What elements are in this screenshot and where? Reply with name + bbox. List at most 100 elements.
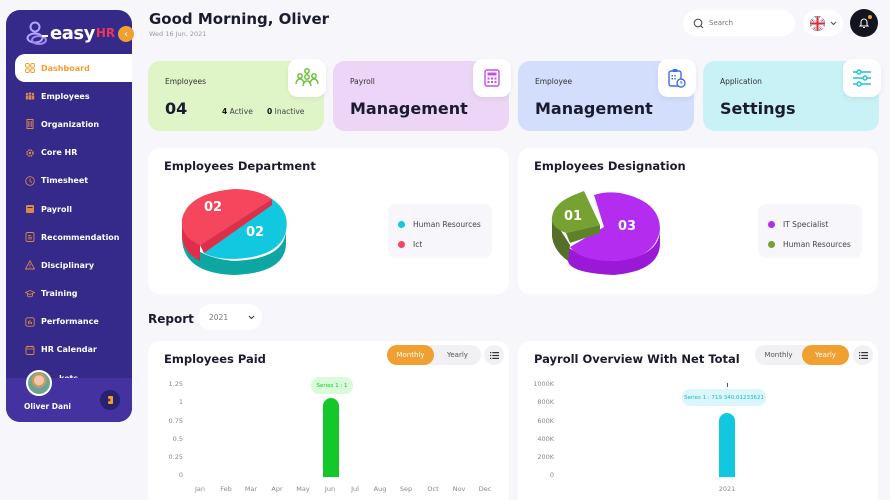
- period-toggle: Monthly Yearly: [387, 345, 481, 365]
- sidebar-item-dashboard[interactable]: Dashboard: [15, 54, 132, 83]
- sidebar-item-recommendation[interactable]: Recommendation: [6, 223, 132, 251]
- sidebar-item-label: Organization: [41, 119, 100, 129]
- pie-value-ict: 02: [204, 200, 223, 215]
- pie-value-hr: 02: [246, 225, 265, 240]
- toggle-yearly[interactable]: Yearly: [802, 345, 849, 365]
- bar-2021[interactable]: [719, 413, 735, 477]
- building-icon: [26, 119, 34, 130]
- chart-menu-button[interactable]: [853, 345, 873, 365]
- page-title: Good Morning, Oliver: [149, 10, 330, 28]
- search-input[interactable]: [709, 19, 789, 27]
- designation-panel: Employees Designation 01 03 IT Specialis…: [518, 148, 878, 294]
- active-count: 4 Active: [222, 107, 253, 116]
- user-name: Oliver Dani: [24, 402, 71, 411]
- legend-dot: [768, 220, 775, 228]
- card-value: Settings: [720, 99, 796, 118]
- sidebar-item-label: Performance: [41, 317, 99, 327]
- sidebar: easy HR ‹ Dashboard Employees Organizati…: [6, 10, 134, 422]
- chart-legend: Human Resources Ict: [388, 204, 492, 258]
- card-icon-box: [473, 59, 511, 97]
- sidebar-item-performance[interactable]: Performance: [6, 308, 132, 336]
- payroll-overview-panel: Payroll Overview With Net Total Monthly …: [518, 341, 878, 500]
- year-select[interactable]: 2021: [198, 304, 262, 330]
- sliders-icon: [853, 69, 871, 87]
- list-icon: [489, 351, 499, 359]
- department-pie-chart[interactable]: [174, 181, 294, 277]
- period-toggle: Monthly Yearly: [755, 345, 849, 365]
- chevron-down-icon: [248, 315, 255, 319]
- inactive-count: 0 Inactive: [267, 107, 305, 116]
- sidebar-item-timesheet[interactable]: Timesheet: [6, 167, 132, 195]
- people-icon: [295, 68, 319, 87]
- bar-tooltip: Series 1 : 1: [311, 377, 353, 394]
- people-icon: [25, 92, 35, 100]
- legend-dot: [398, 240, 405, 248]
- collapse-sidebar-button[interactable]: ‹: [118, 26, 134, 42]
- toggle-monthly[interactable]: Monthly: [387, 345, 434, 365]
- pie-value-hr: 01: [564, 209, 583, 224]
- gear-icon: [26, 148, 34, 157]
- pie-value-it: 03: [618, 219, 637, 234]
- sidebar-item-payroll[interactable]: Payroll: [6, 195, 132, 223]
- sidebar-item-label: Dashboard: [41, 63, 90, 73]
- panel-title: Employees Department: [164, 159, 316, 173]
- list-icon: [858, 351, 868, 359]
- current-date: Wed 16 Jun, 2021: [149, 30, 207, 38]
- card-icon-box: [658, 59, 696, 97]
- sidebar-item-disciplinary[interactable]: Disciplinary: [6, 251, 132, 279]
- legend-item[interactable]: Human Resources: [398, 214, 492, 234]
- card-label: Employees: [165, 77, 207, 86]
- clock-icon: [25, 176, 35, 186]
- sidebar-item-label: Payroll: [41, 204, 72, 214]
- sidebar-item-label: Recommendation: [41, 232, 120, 242]
- sidebar-item-label: Training: [41, 289, 78, 299]
- notification-dot: [868, 15, 872, 19]
- wallet-icon: [26, 205, 34, 214]
- chart-legend: IT Specialist Human Resources: [758, 204, 862, 258]
- chart-menu-button[interactable]: [484, 345, 504, 365]
- card-application-settings[interactable]: Application Settings: [703, 59, 881, 131]
- panel-title: Employees Paid: [164, 352, 266, 366]
- clipboard-clock-icon: [668, 69, 686, 88]
- legend-item[interactable]: IT Specialist: [768, 214, 862, 234]
- sidebar-item-employees[interactable]: Employees: [6, 82, 132, 110]
- sidebar-item-label: Timesheet: [41, 176, 89, 186]
- logo-people-icon: [26, 21, 48, 45]
- card-employees[interactable]: Employees 04 4 Active 0 Inactive: [148, 59, 326, 131]
- search-box[interactable]: [683, 10, 795, 36]
- sidebar-item-label: HR Calendar: [41, 345, 97, 355]
- card-label: Payroll: [350, 77, 375, 86]
- sidebar-item-hr-calendar[interactable]: HR Calendar: [6, 336, 132, 364]
- legend-item[interactable]: Ict: [398, 234, 492, 254]
- card-icon-box: [843, 59, 881, 97]
- sidebar-item-label: Disciplinary: [41, 260, 95, 270]
- sidebar-item-label: Employees: [41, 91, 90, 101]
- bar-jun[interactable]: [323, 398, 339, 477]
- designation-pie-chart[interactable]: [544, 181, 664, 277]
- toggle-monthly[interactable]: Monthly: [764, 351, 793, 359]
- sidebar-item-training[interactable]: Training: [6, 280, 132, 308]
- logout-icon: [106, 396, 113, 404]
- card-label: Employee: [535, 77, 573, 86]
- employees-paid-panel: Employees Paid Monthly Yearly 1.25 1 0.7…: [148, 341, 509, 500]
- language-selector[interactable]: [803, 10, 843, 36]
- sidebar-item-organization[interactable]: Organization: [6, 110, 132, 138]
- tooltip-line: [727, 383, 728, 387]
- card-icon-box: [288, 59, 326, 97]
- x-tick: 2021: [718, 485, 736, 493]
- logout-button[interactable]: [100, 390, 120, 410]
- year-value: 2021: [209, 312, 229, 322]
- sidebar-item-label: Core HR: [41, 148, 78, 158]
- sidebar-item-core-hr[interactable]: Core HR: [6, 139, 132, 167]
- logo[interactable]: easy HR: [26, 16, 115, 50]
- legend-item[interactable]: Human Resources: [768, 234, 862, 254]
- card-payroll[interactable]: Payroll Management: [333, 59, 511, 131]
- card-employee-management[interactable]: Employee Management: [518, 59, 696, 131]
- sidebar-nav: Dashboard Employees Organization Core HR…: [6, 54, 132, 392]
- notifications-button[interactable]: [850, 9, 878, 37]
- logo-word: easy: [50, 22, 95, 44]
- toggle-yearly[interactable]: Yearly: [447, 351, 468, 359]
- panel-title: Employees Designation: [534, 159, 686, 173]
- avatar[interactable]: [26, 370, 52, 396]
- panel-title: Payroll Overview With Net Total: [534, 352, 740, 366]
